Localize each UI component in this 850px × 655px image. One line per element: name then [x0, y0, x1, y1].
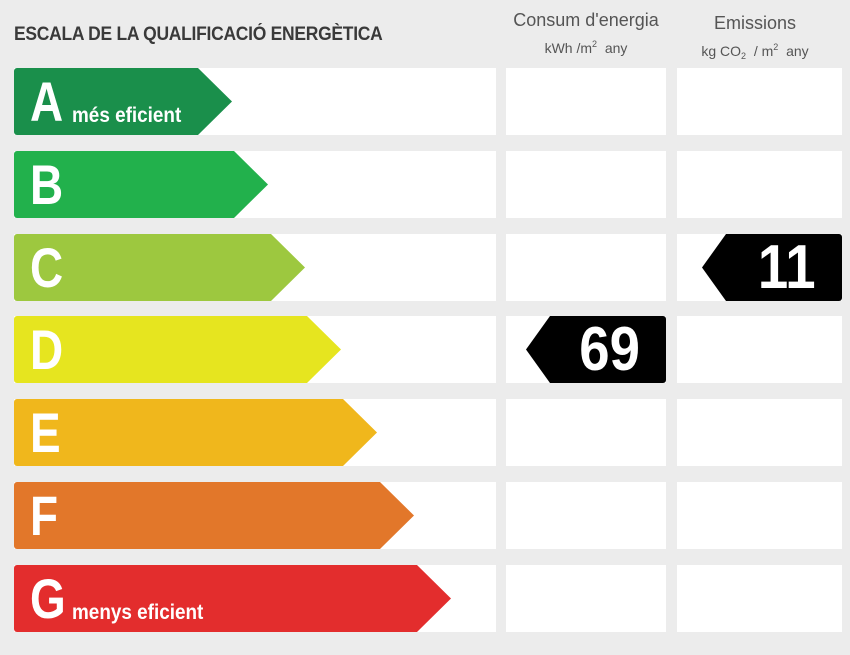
class-letter-d: D [30, 318, 64, 381]
class-arrow-d: D [14, 316, 341, 383]
class-arrow-b: B [14, 151, 268, 218]
energy-rating-marker: 69 [526, 316, 666, 383]
scale-cell-e: E [14, 399, 496, 466]
energy-column-title: Consum d'energia [513, 10, 659, 30]
class-letter-c: C [30, 236, 64, 299]
energy-cell-e [506, 399, 666, 466]
scale-cell-c: C [14, 234, 496, 301]
energy-rating-value: 69 [579, 315, 640, 384]
energy-cell-g [506, 565, 666, 632]
emissions-cell-b [677, 151, 842, 218]
class-letter-a: A [30, 70, 64, 133]
emissions-column-title: Emissions [713, 13, 797, 33]
emissions-cell-f [677, 482, 842, 549]
emissions-column-header: Emissions kg CO2 / m2 any [676, 12, 834, 65]
class-arrow-e: E [14, 399, 377, 466]
emissions-cell-c: 11 [677, 234, 842, 301]
energy-cell-b [506, 151, 666, 218]
emissions-cell-d [677, 316, 842, 383]
class-letter-f: F [30, 484, 59, 547]
class-letter-b: B [30, 153, 64, 216]
emissions-cell-e [677, 399, 842, 466]
scale-cell-d: D [14, 316, 496, 383]
scale-cell-b: B [14, 151, 496, 218]
energy-cell-f [506, 482, 666, 549]
page-title: ESCALA DE LA QUALIFICACIÓ ENERGÈTICA [14, 24, 383, 45]
energy-cell-d: 69 [506, 316, 666, 383]
class-note-a: més eficient [72, 104, 182, 127]
emissions-rating-marker: 11 [702, 234, 842, 301]
class-arrow-f: F [14, 482, 414, 549]
energy-cell-c [506, 234, 666, 301]
emissions-column-unit: kg CO2 / m2 any [701, 42, 809, 61]
energy-cell-a [506, 68, 666, 135]
class-note-g: menys eficient [72, 601, 204, 624]
class-letter-e: E [30, 401, 61, 464]
energy-column-unit: kWh /m2 any [544, 39, 628, 56]
energy-column-header: Consum d'energia kWh /m2 any [506, 9, 666, 57]
emissions-rating-value: 11 [758, 233, 816, 302]
emissions-cell-a [677, 68, 842, 135]
class-arrow-c: C [14, 234, 305, 301]
class-letter-g: G [30, 567, 66, 630]
scale-cell-f: F [14, 482, 496, 549]
emissions-cell-g [677, 565, 842, 632]
